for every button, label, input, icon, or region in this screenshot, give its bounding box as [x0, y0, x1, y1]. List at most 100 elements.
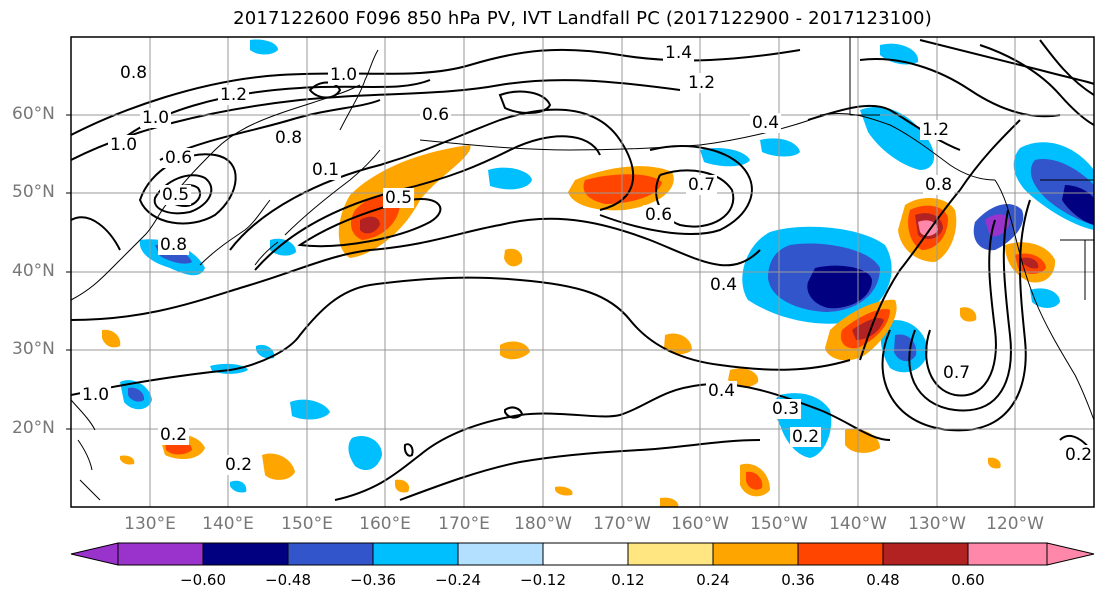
contour-label-bg — [790, 427, 822, 447]
pos-blob-s12 — [988, 457, 1001, 469]
na-coast — [994, 179, 1094, 421]
contour-label: 1.0 — [330, 65, 357, 85]
contour-label-bg — [920, 120, 952, 140]
contour-label-bg — [663, 43, 695, 63]
contour-label: 1.0 — [142, 108, 169, 128]
pos-blob-s3 — [504, 248, 523, 267]
lon-label: 180°W — [514, 514, 572, 534]
colorbar-tick-label: 0.36 — [781, 571, 815, 589]
contour-label: 0.5 — [162, 185, 189, 205]
contour-label: 1.0 — [82, 385, 109, 405]
aleutians — [419, 119, 811, 151]
colorbar-bin-8 — [712, 542, 799, 566]
coastlines — [71, 37, 1094, 501]
contour-label: 0.7 — [688, 175, 715, 195]
colorbar-tick-label: −0.24 — [435, 571, 481, 589]
axis-ticks — [66, 114, 71, 430]
lon-label: 170°W — [593, 514, 651, 534]
lon-label: 160°E — [359, 514, 411, 534]
colorbar-bin-4 — [372, 542, 459, 566]
lon-label: 150°E — [281, 514, 333, 534]
contour-label-bg — [158, 425, 190, 445]
contour-label: 0.2 — [160, 425, 187, 445]
pos-blob-s9 — [102, 329, 121, 348]
contour-label-bg — [160, 185, 192, 205]
contour-label: 0.2 — [225, 455, 252, 475]
contour-label: 1.4 — [665, 43, 692, 63]
lon-label: 140°W — [829, 514, 887, 534]
contour-label: 0.3 — [772, 399, 799, 419]
contour-label: 0.8 — [160, 235, 187, 255]
lat-label: 20°N — [12, 418, 55, 438]
contour-label: 0.8 — [120, 63, 147, 83]
contour-label-bg — [706, 381, 738, 401]
neg-blob-pacific1 — [348, 435, 382, 471]
lon-label: 150°W — [750, 514, 808, 534]
contour-label-bg — [750, 113, 782, 133]
colorbar-bin-7 — [627, 542, 714, 566]
contour-label: 0.8 — [275, 128, 302, 148]
contour-label: 1.2 — [922, 120, 949, 140]
neg-blob-small-s3 — [230, 480, 247, 493]
neg-blob-pacific3 — [290, 399, 330, 420]
colorbar-tick-label: −0.36 — [350, 571, 396, 589]
colorbar-min-arrow — [70, 542, 119, 566]
lat-label: 30°N — [12, 339, 55, 359]
contour-label-bg — [686, 73, 718, 93]
colorbar-bin-3 — [287, 542, 374, 566]
philippines — [71, 399, 101, 501]
contour-label: 1.0 — [110, 135, 137, 155]
pos-blob-mid-inner — [583, 174, 662, 204]
contour-label: 0.7 — [943, 363, 970, 383]
colorbar-tick-label: 0.24 — [696, 571, 730, 589]
neg-blob-w-small1-core — [128, 387, 145, 402]
colorbar-bin-10 — [882, 542, 969, 566]
contour-label-bg — [273, 128, 305, 148]
contour-label-bg — [941, 363, 973, 383]
colorbar-bin-2 — [202, 542, 289, 566]
contour-label-bg — [310, 160, 342, 180]
lat-label: 50°N — [12, 182, 55, 202]
colorbar — [70, 542, 1095, 566]
contour-label-bg — [1063, 445, 1095, 465]
pos-blob-east-s-core — [852, 318, 884, 340]
contour-label-bg — [223, 455, 255, 475]
contour-label-bg — [383, 188, 415, 208]
lon-label: 130°W — [908, 514, 966, 534]
colorbar-bin-11 — [967, 542, 1048, 566]
pos-blob-kuroshio-core — [360, 216, 380, 234]
contour-label-bg — [328, 65, 360, 85]
colorbar-bin-6 — [542, 542, 629, 566]
contour-label: 0.6 — [422, 105, 449, 125]
japan — [199, 199, 279, 266]
lat-label: 60°N — [12, 104, 55, 124]
contour-label: 0.2 — [1065, 445, 1092, 465]
colorbar-tick-label: −0.48 — [265, 571, 311, 589]
colorbar-max-arrow — [1046, 542, 1095, 566]
neg-blob-top1 — [250, 39, 278, 55]
contour-label-bg — [686, 175, 718, 195]
contour-label: 0.4 — [752, 113, 779, 133]
contour-label: 1.2 — [688, 73, 715, 93]
pos-blob-s6-inner — [746, 471, 763, 490]
lon-label: 130°E — [124, 514, 176, 534]
contour-label-bg — [108, 135, 140, 155]
contour-label-bg — [118, 63, 150, 83]
neg-blob-top4 — [760, 138, 800, 157]
contour-label-bg — [158, 235, 190, 255]
contour-label: 0.6 — [165, 148, 192, 168]
pos-blob-s4 — [664, 333, 692, 355]
contour-label: 0.1 — [312, 160, 339, 180]
contour-label: 0.6 — [645, 205, 672, 225]
colorbar-tick-label: 0.60 — [951, 571, 985, 589]
pos-blob-s10 — [395, 479, 410, 493]
contour-label: 0.2 — [792, 427, 819, 447]
kuril — [284, 149, 381, 236]
pos-blob-right-core — [1022, 257, 1039, 269]
contour-label-bg — [163, 148, 195, 168]
neg-blob-small-s2 — [256, 344, 275, 359]
neg-blob-gulf-core — [807, 265, 872, 309]
contour-labels: 1.4 1.2 1.0 0.8 1.2 1.0 0.8 1.0 0.6 0.5 … — [80, 43, 1095, 475]
kamchatka — [339, 49, 379, 131]
